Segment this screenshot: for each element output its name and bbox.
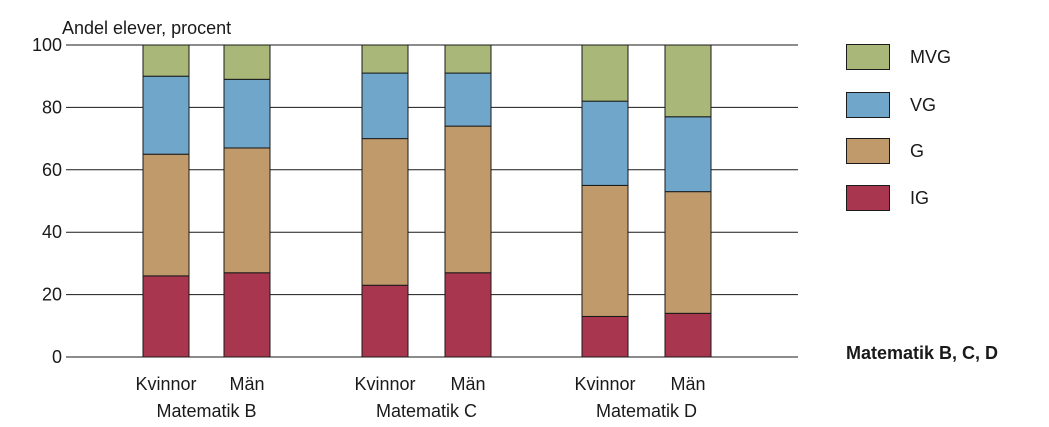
legend-item-mvg: MVG [846,44,951,70]
y-tick-label-100: 100 [32,35,62,55]
legend-item-vg: VG [846,92,936,118]
chart-title: Matematik B, C, D [846,343,999,363]
bar-0-ig [142,275,190,358]
legend-item-ig: IG [846,185,929,211]
legend-label-vg: VG [910,94,937,115]
legend-label-g: G [910,140,925,161]
x-tick-label-2: Kvinnor [354,374,415,394]
legend-label-mvg: MVG [910,46,952,67]
legend-swatch-vg [846,92,890,118]
bar-2-vg [361,72,409,140]
group-label-0: Matematik B [156,401,256,421]
bar-3-mvg [444,44,492,74]
x-tick-label-3: Män [450,374,485,394]
y-tick-label-80: 80 [42,97,62,117]
bar-3-vg [444,72,492,127]
bar-1-g [223,147,271,274]
x-tick-label-1: Män [229,374,264,394]
bar-4-vg [581,100,629,186]
bar-1-vg [223,78,271,149]
bar-3-g [444,125,492,274]
bar-0-mvg [142,44,190,77]
bar-2-ig [361,284,409,358]
y-tick-label-20: 20 [42,285,62,305]
x-tick-label-5: Män [670,374,705,394]
legend-label-ig: IG [910,187,930,208]
x-tick-label-4: Kvinnor [574,374,635,394]
bar-5-vg [664,116,712,193]
legend-item-g: G [846,138,924,164]
bar-4-ig [581,315,629,358]
bar-5-ig [664,312,712,358]
bar-5-g [664,191,712,314]
group-label-2: Matematik D [596,401,697,421]
y-tick-label-60: 60 [42,160,62,180]
bar-2-g [361,138,409,286]
x-tick-label-0: Kvinnor [135,374,196,394]
bar-0-vg [142,75,190,155]
legend-swatch-mvg [846,44,890,70]
bar-4-mvg [581,44,629,102]
bar-2-mvg [361,44,409,74]
bar-3-ig [444,272,492,358]
y-axis-label: Andel elever, procent [62,18,232,38]
group-label-1: Matematik C [376,401,477,421]
legend-swatch-g [846,138,890,164]
legend-swatch-ig [846,185,890,211]
bar-1-mvg [223,44,271,80]
y-tick-label-0: 0 [52,347,62,367]
bar-0-g [142,153,190,277]
bar-4-g [581,184,629,317]
bar-1-ig [223,272,271,358]
bar-5-mvg [664,44,712,118]
y-tick-label-40: 40 [42,222,62,242]
